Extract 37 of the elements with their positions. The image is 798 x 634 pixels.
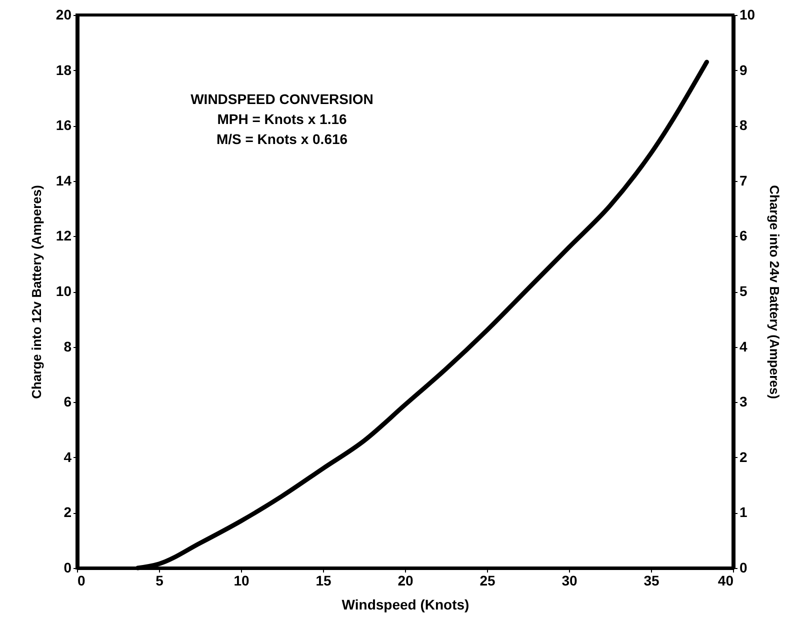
y-tick-label: 2: [64, 504, 72, 520]
y2-tick-label: 1: [740, 504, 748, 520]
y2-tick-label: 10: [740, 6, 756, 22]
y2-tick-label: 2: [740, 448, 748, 465]
x-tick-label: 5: [156, 572, 164, 588]
y-tick-label: 10: [56, 283, 72, 299]
x-axis-title: Windspeed (Knots): [342, 596, 470, 612]
y-tick-label: 14: [56, 172, 72, 188]
y-tick-label: 4: [64, 448, 72, 465]
y2-tick-label: 5: [740, 283, 748, 299]
x-tick-label: 35: [644, 572, 660, 588]
x-tick-label: 25: [480, 572, 496, 588]
x-tick-label: 20: [398, 572, 414, 588]
y2-tick-label: 4: [740, 338, 748, 354]
x-tick-label: 40: [718, 572, 734, 588]
annotation: MPH = Knots x 1.16: [217, 111, 347, 127]
y-tick-label: 20: [56, 6, 72, 22]
y-tick-label: 16: [56, 117, 72, 134]
y2-tick-label: 6: [740, 228, 748, 244]
y-axis-title: Charge into 12v Battery (Amperes): [28, 185, 44, 399]
x-tick-label: 0: [78, 572, 86, 588]
x-tick-label: 10: [234, 572, 250, 588]
y-tick-label: 6: [64, 394, 72, 410]
y2-tick-label: 8: [740, 117, 748, 134]
y-tick-label: 12: [56, 228, 72, 244]
y-tick-label: 18: [56, 62, 72, 78]
y-tick-label: 8: [64, 338, 72, 354]
y2-tick-label: 0: [740, 560, 748, 576]
annotation: M/S = Knots x 0.616: [216, 131, 348, 147]
y2-tick-label: 7: [740, 172, 748, 188]
x-tick-label: 30: [562, 572, 578, 588]
y-tick-label: 0: [64, 560, 72, 576]
y2-tick-label: 3: [740, 394, 748, 410]
y2-axis-title: Charge into 24v Battery (Amperes): [767, 185, 782, 399]
x-tick-label: 15: [316, 572, 332, 588]
annotation: WINDSPEED CONVERSION: [190, 91, 374, 107]
y2-tick-label: 9: [740, 62, 748, 78]
